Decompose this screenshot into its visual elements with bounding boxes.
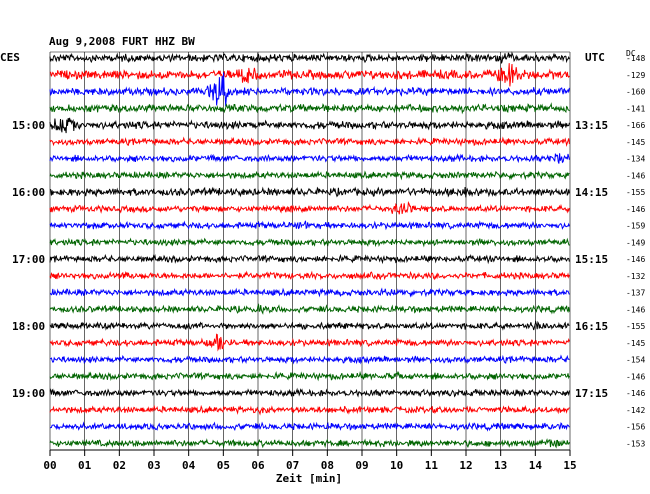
seismic-trace bbox=[49, 102, 570, 115]
x-tick-label: 07 bbox=[286, 459, 299, 472]
dc-offset-label: -141 bbox=[626, 104, 645, 113]
dc-offset-label: -145 bbox=[626, 138, 645, 147]
left-time-label: 15:00 bbox=[12, 119, 45, 132]
dc-offset-label: -137 bbox=[626, 289, 645, 298]
left-time-label: 17:00 bbox=[12, 253, 45, 266]
right-time-label: 17:15 bbox=[575, 387, 608, 400]
x-tick-label: 00 bbox=[43, 459, 56, 472]
time-labels: 15:00 16:00 17:00 18:00 19:00 13:15 14:15 15:15… bbox=[12, 119, 608, 400]
dc-offset-label: -155 bbox=[626, 188, 645, 197]
seismic-trace bbox=[49, 270, 570, 281]
dc-offset-label: -146 bbox=[626, 389, 645, 398]
right-time-label: 14:15 bbox=[575, 186, 608, 199]
dc-offset-label: -166 bbox=[626, 121, 645, 130]
dc-offset-label: -154 bbox=[626, 356, 645, 365]
x-tick-label: 09 bbox=[355, 459, 368, 472]
x-tick-label: 03 bbox=[147, 459, 160, 472]
dc-offset-label: -142 bbox=[626, 406, 645, 415]
dc-offset-label: -146 bbox=[626, 171, 645, 180]
dc-offset-label: -153 bbox=[626, 439, 645, 448]
x-tick-label: 11 bbox=[425, 459, 439, 472]
seismic-trace bbox=[49, 117, 570, 134]
x-axis-label: Zeit [min] bbox=[276, 472, 342, 485]
seismic-trace bbox=[49, 136, 570, 147]
dc-offset-label: -159 bbox=[626, 222, 645, 231]
seismic-trace bbox=[49, 170, 570, 181]
dc-offset-label: -149 bbox=[626, 238, 645, 247]
right-time-label: 16:15 bbox=[575, 320, 608, 333]
seismic-trace bbox=[49, 320, 570, 331]
x-tick-label: 14 bbox=[529, 459, 543, 472]
seismic-trace bbox=[49, 404, 570, 416]
seismic-trace bbox=[49, 287, 570, 298]
chart-title: Aug 9,2008 FURT HHZ BW bbox=[49, 35, 195, 48]
dc-offset-label: -155 bbox=[626, 322, 645, 331]
seismic-trace bbox=[49, 303, 570, 315]
right-time-label: 13:15 bbox=[575, 119, 608, 132]
dc-offset-label: -134 bbox=[626, 155, 645, 164]
x-tick-label: 04 bbox=[182, 459, 196, 472]
x-axis: 00 01 02 03 04 05 06 07 08 09 10 11 12 13 14 15 bbox=[43, 449, 577, 472]
x-tick-label: 05 bbox=[217, 459, 230, 472]
dc-column-header: DC bbox=[626, 49, 636, 58]
seismic-trace bbox=[49, 333, 570, 352]
trace-group: -148 -129 -160 -141 -166 -145 -134 -146 -155 -146… bbox=[49, 51, 645, 449]
seismic-trace bbox=[49, 421, 570, 432]
x-tick-label: 13 bbox=[494, 459, 507, 472]
seismic-trace bbox=[49, 220, 570, 231]
seismic-trace bbox=[49, 153, 570, 164]
seismic-trace bbox=[49, 201, 570, 215]
x-tick-label: 15 bbox=[563, 459, 576, 472]
x-tick-label: 02 bbox=[113, 459, 126, 472]
x-tick-label: 08 bbox=[321, 459, 334, 472]
left-time-label: 18:00 bbox=[12, 320, 45, 333]
dc-offset-label: -132 bbox=[626, 272, 645, 281]
seismic-trace bbox=[49, 63, 570, 87]
dc-offset-label: -146 bbox=[626, 205, 645, 214]
seismic-trace bbox=[49, 354, 570, 365]
seismic-trace bbox=[49, 186, 570, 198]
dc-offset-label: -146 bbox=[626, 255, 645, 264]
dc-offset-label: -146 bbox=[626, 372, 645, 381]
grid-lines bbox=[49, 51, 571, 450]
right-time-label: 15:15 bbox=[575, 253, 608, 266]
dc-offset-label: -160 bbox=[626, 88, 645, 97]
left-time-label: 19:00 bbox=[12, 387, 45, 400]
seismic-trace bbox=[49, 51, 570, 64]
x-tick-label: 06 bbox=[251, 459, 265, 472]
seismic-trace bbox=[49, 370, 570, 382]
left-time-label: 16:00 bbox=[12, 186, 45, 199]
seismic-trace bbox=[49, 72, 570, 107]
seismic-trace bbox=[49, 237, 570, 248]
x-tick-label: 10 bbox=[390, 459, 403, 472]
dc-offset-label: -145 bbox=[626, 339, 645, 348]
left-timezone-label: CES bbox=[0, 51, 20, 64]
dc-offset-label: -146 bbox=[626, 305, 645, 314]
dc-offset-label: -156 bbox=[626, 423, 645, 432]
x-tick-label: 01 bbox=[78, 459, 92, 472]
dc-offset-label: -148 bbox=[626, 54, 645, 63]
seismic-trace bbox=[49, 387, 570, 398]
right-timezone-label: UTC bbox=[585, 51, 605, 64]
seismic-trace bbox=[49, 438, 570, 449]
seismic-trace bbox=[49, 253, 570, 265]
x-tick-label: 12 bbox=[459, 459, 472, 472]
dc-offset-label: -129 bbox=[626, 71, 645, 80]
